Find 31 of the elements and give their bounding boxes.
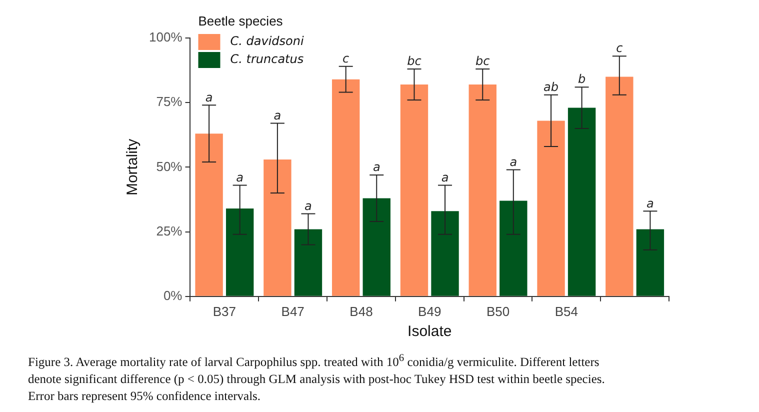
x-tick-label: B50 <box>486 304 510 319</box>
data-label: a <box>441 170 449 184</box>
legend-label: C. davidsoni <box>230 34 304 48</box>
data-label: a <box>304 198 312 213</box>
data-label: a <box>205 90 213 104</box>
y-tick-label: 25% <box>156 223 183 238</box>
y-axis-title: Mortality <box>124 138 142 196</box>
y-tick-label: 100% <box>149 30 183 45</box>
data-label: a <box>646 196 654 210</box>
x-tick-label: B48 <box>350 304 373 319</box>
caption: Figure 3. Average mortality rate of larval Carpophilus spp. treated with 10$^{6}$ conidia/g vermiculite. Different letters denote significant difference (p < 0.05) through GLM analysis with post-hoc Tukey HSD test within beetle species. Error bars represent 95% confidence intervals. <box>28 352 606 406</box>
x-tick-label: B54 <box>554 304 578 319</box>
data-label: bc <box>407 54 422 68</box>
data-label: a <box>372 160 380 174</box>
data-label: bc <box>476 54 490 68</box>
y-tick-label: 0% <box>163 288 183 303</box>
y-tick-label: 75% <box>156 94 183 110</box>
y-tick-label: 50% <box>156 158 183 174</box>
data-label: a <box>236 170 244 184</box>
legend-label: C. truncatus <box>230 52 304 66</box>
data-label: a <box>274 108 282 122</box>
data-label: c <box>342 52 350 66</box>
data-label: c <box>616 41 624 56</box>
x-tick-label: B49 <box>418 304 442 319</box>
legend-title: Beetle species <box>198 14 284 29</box>
data-label: b <box>578 72 586 86</box>
data-label: ab <box>544 80 559 94</box>
data-label: a <box>510 154 518 169</box>
x-tick-label: B47 <box>281 304 304 319</box>
x-tick-label: B37 <box>212 304 236 319</box>
x-axis-title: Isolate <box>408 323 452 340</box>
